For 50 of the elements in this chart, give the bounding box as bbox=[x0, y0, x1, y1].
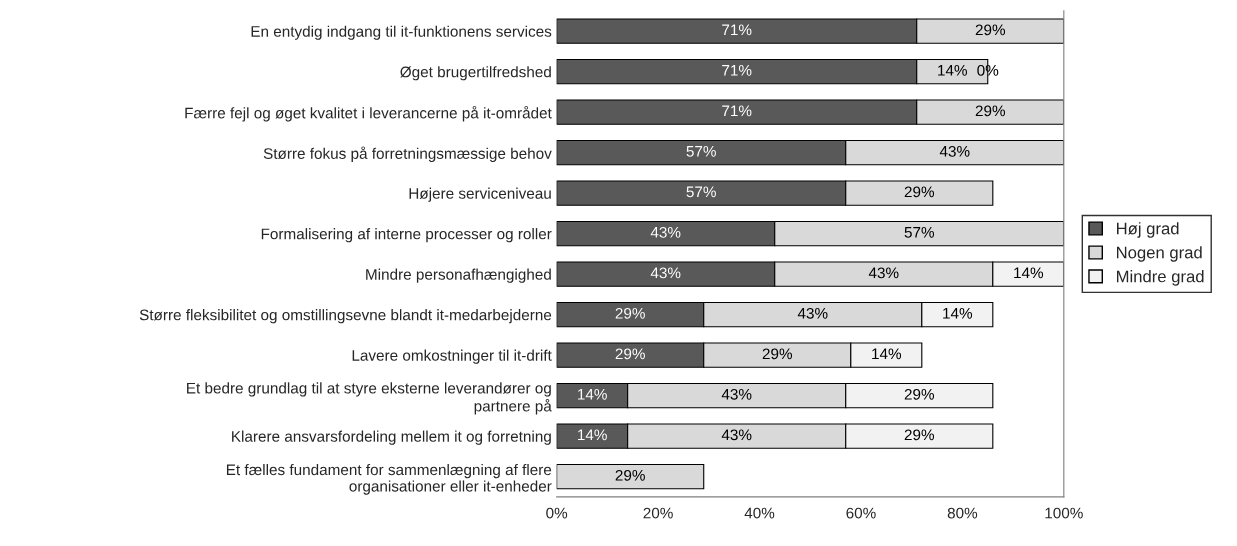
legend-label: Mindre grad bbox=[1117, 270, 1204, 286]
x-tick-label: 0% bbox=[546, 507, 568, 519]
x-tick-label: 100% bbox=[1045, 507, 1083, 519]
x-tick-label: 20% bbox=[643, 507, 673, 519]
data-label: 43% bbox=[797, 307, 828, 319]
y-tick-label: Klarere ansvarsfordeling mellem it og forretning bbox=[232, 430, 551, 445]
y-tick-label: Øget brugertilfredshed bbox=[400, 66, 551, 81]
data-label: 71% bbox=[722, 65, 752, 76]
x-tick-label: 60% bbox=[846, 507, 876, 519]
y-tick-label: En entydig indgang til it-funktionens services bbox=[251, 25, 552, 40]
data-label: 43% bbox=[939, 145, 970, 157]
data-label: 29% bbox=[904, 429, 935, 441]
data-label: 14% bbox=[1014, 267, 1044, 279]
y-tick-label: Højere serviceniveau bbox=[409, 187, 551, 202]
data-label: 29% bbox=[904, 388, 935, 400]
data-label: 43% bbox=[868, 267, 899, 279]
data-label: 29% bbox=[762, 348, 793, 360]
data-label: 43% bbox=[721, 388, 752, 400]
data-label: 29% bbox=[615, 307, 645, 319]
data-label: 29% bbox=[615, 348, 645, 360]
data-label: 57% bbox=[686, 146, 716, 157]
data-label: 71% bbox=[722, 24, 752, 36]
y-tick-label: Færre fejl og øget kvalitet i leverancerne på it-området bbox=[185, 106, 552, 122]
y-tick-label: Større fleksibilitet og omstillingsevne blandt it-medarbejderne bbox=[139, 309, 552, 324]
legend-label: Høj grad bbox=[1117, 222, 1179, 238]
data-label: 71% bbox=[722, 105, 752, 117]
data-label: 57% bbox=[686, 186, 716, 198]
y-tick-label: Mindre personafhængighed bbox=[366, 268, 551, 283]
data-label: 57% bbox=[904, 226, 935, 238]
data-label: 14% bbox=[872, 348, 902, 360]
data-label: 29% bbox=[904, 186, 935, 198]
bar bbox=[556, 463, 705, 490]
data-label: 43% bbox=[721, 429, 752, 441]
x-tick-label: 40% bbox=[744, 507, 775, 519]
data-label: 29% bbox=[975, 105, 1006, 117]
data-label: 14% bbox=[938, 65, 967, 76]
data-label: 14% bbox=[578, 388, 607, 400]
legend-label: Nogen grad bbox=[1117, 246, 1202, 262]
y-tick-label: Større fokus på forretningsmæssige behov bbox=[263, 146, 552, 162]
data-label: 43% bbox=[650, 267, 681, 279]
data-label: 14% bbox=[943, 307, 973, 319]
y-tick-label: Formalisering af interne processer og roller bbox=[261, 228, 552, 243]
x-tick-label: 80% bbox=[947, 507, 978, 519]
data-label: 29% bbox=[975, 24, 1006, 36]
y-tick-label: Et bedre grundlag til at styre eksterne leverandører og partnere på bbox=[187, 382, 552, 415]
data-label: 29% bbox=[615, 469, 645, 481]
y-tick-label: Et fælles fundament for sammenlægning af flere organisationer eller it-enheder bbox=[226, 463, 552, 495]
y-tick-label: Lavere omkostninger til it-drift bbox=[352, 349, 552, 364]
data-label: 43% bbox=[650, 226, 681, 238]
data-label: 14% bbox=[578, 429, 607, 441]
